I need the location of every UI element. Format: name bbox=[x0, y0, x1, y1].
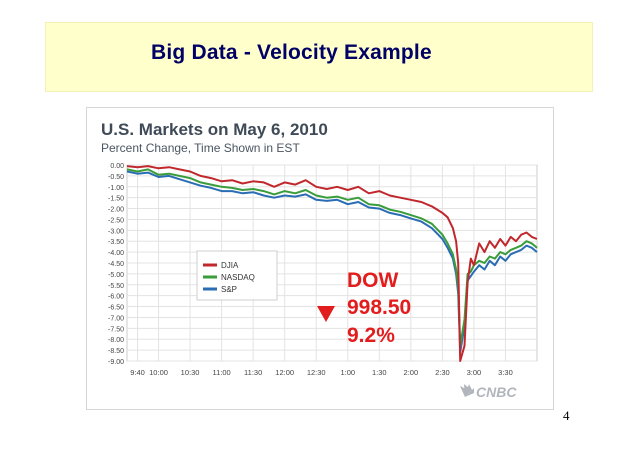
dow-callout: DOW 998.50 9.2% bbox=[317, 269, 411, 347]
y-tick-label: -7.50 bbox=[108, 326, 124, 333]
x-tick-label: 11:30 bbox=[244, 368, 262, 377]
cnbc-logo-text: CNBC bbox=[476, 384, 517, 400]
title-banner: Big Data - Velocity Example bbox=[45, 22, 593, 92]
slide-number: 4 bbox=[563, 408, 570, 423]
down-triangle-icon bbox=[317, 306, 335, 322]
y-tick-label: -1.00 bbox=[108, 185, 124, 192]
legend: DJIA NASDAQ S&P bbox=[196, 250, 278, 301]
y-tick-label: -3.00 bbox=[108, 228, 124, 235]
y-tick-label: -7.00 bbox=[108, 315, 124, 322]
cnbc-logo: CNBC bbox=[460, 384, 517, 400]
y-tick-label: -8.50 bbox=[108, 348, 124, 355]
y-tick-label: -6.50 bbox=[108, 305, 124, 312]
y-axis: 0.00 -0.50 -1.00 -1.50 -2.00 -2.50 -3.00 -3.50 -… bbox=[108, 163, 124, 366]
stock-chart: U.S. Markets on May 6, 2010 Percent Chan… bbox=[101, 120, 538, 400]
x-tick-label: 2:00 bbox=[404, 368, 419, 377]
peacock-icon bbox=[460, 384, 474, 397]
y-tick-label: -1.50 bbox=[108, 196, 124, 203]
x-axis: 9:40 10:00 10:30 11:00 11:30 12:00 12:30 1:00 1:… bbox=[130, 368, 513, 377]
x-tick-label: 12:00 bbox=[275, 368, 294, 377]
y-tick-label: -8.00 bbox=[108, 337, 124, 344]
x-tick-label: 1:00 bbox=[340, 368, 355, 377]
y-tick-label: -4.00 bbox=[108, 250, 124, 257]
x-tick-label: 3:30 bbox=[498, 368, 513, 377]
y-tick-label: -0.50 bbox=[108, 174, 124, 181]
y-tick-label: -5.00 bbox=[108, 272, 124, 279]
y-tick-label: -3.50 bbox=[108, 239, 124, 246]
series-lines bbox=[126, 165, 538, 362]
series-line-djia bbox=[126, 165, 538, 362]
legend-label-djia: DJIA bbox=[221, 261, 239, 270]
chart-title: U.S. Markets on May 6, 2010 bbox=[101, 120, 328, 139]
callout-points: 998.50 bbox=[347, 296, 411, 319]
legend-label-nasdaq: NASDAQ bbox=[221, 273, 255, 282]
y-tick-label: -2.00 bbox=[108, 207, 124, 214]
y-tick-label: -9.00 bbox=[108, 359, 124, 366]
chart-image: U.S. Markets on May 6, 2010 Percent Chan… bbox=[86, 107, 554, 410]
y-tick-label: -5.50 bbox=[108, 283, 124, 290]
x-tick-label: 11:00 bbox=[213, 368, 231, 377]
callout-percent: 9.2% bbox=[347, 324, 395, 347]
slide-title: Big Data - Velocity Example bbox=[151, 41, 432, 64]
y-tick-label: -2.50 bbox=[108, 217, 124, 224]
x-tick-label: 10:30 bbox=[181, 368, 200, 377]
chart-subtitle: Percent Change, Time Shown in EST bbox=[101, 141, 300, 155]
x-tick-label: 12:30 bbox=[307, 368, 326, 377]
x-tick-label: 2:30 bbox=[435, 368, 450, 377]
y-tick-label: -6.00 bbox=[108, 294, 124, 301]
x-tick-label: 10:00 bbox=[149, 368, 168, 377]
callout-index: DOW bbox=[347, 269, 399, 292]
x-tick-label: 9:40 bbox=[130, 368, 145, 377]
x-tick-label: 1:30 bbox=[372, 368, 387, 377]
series-line-sp bbox=[126, 170, 538, 354]
y-tick-label: 0.00 bbox=[110, 163, 124, 170]
legend-label-sp: S&P bbox=[221, 285, 237, 294]
y-tick-label: -4.50 bbox=[108, 261, 124, 268]
series-line-nasdaq bbox=[126, 168, 538, 347]
x-tick-label: 3:00 bbox=[467, 368, 482, 377]
